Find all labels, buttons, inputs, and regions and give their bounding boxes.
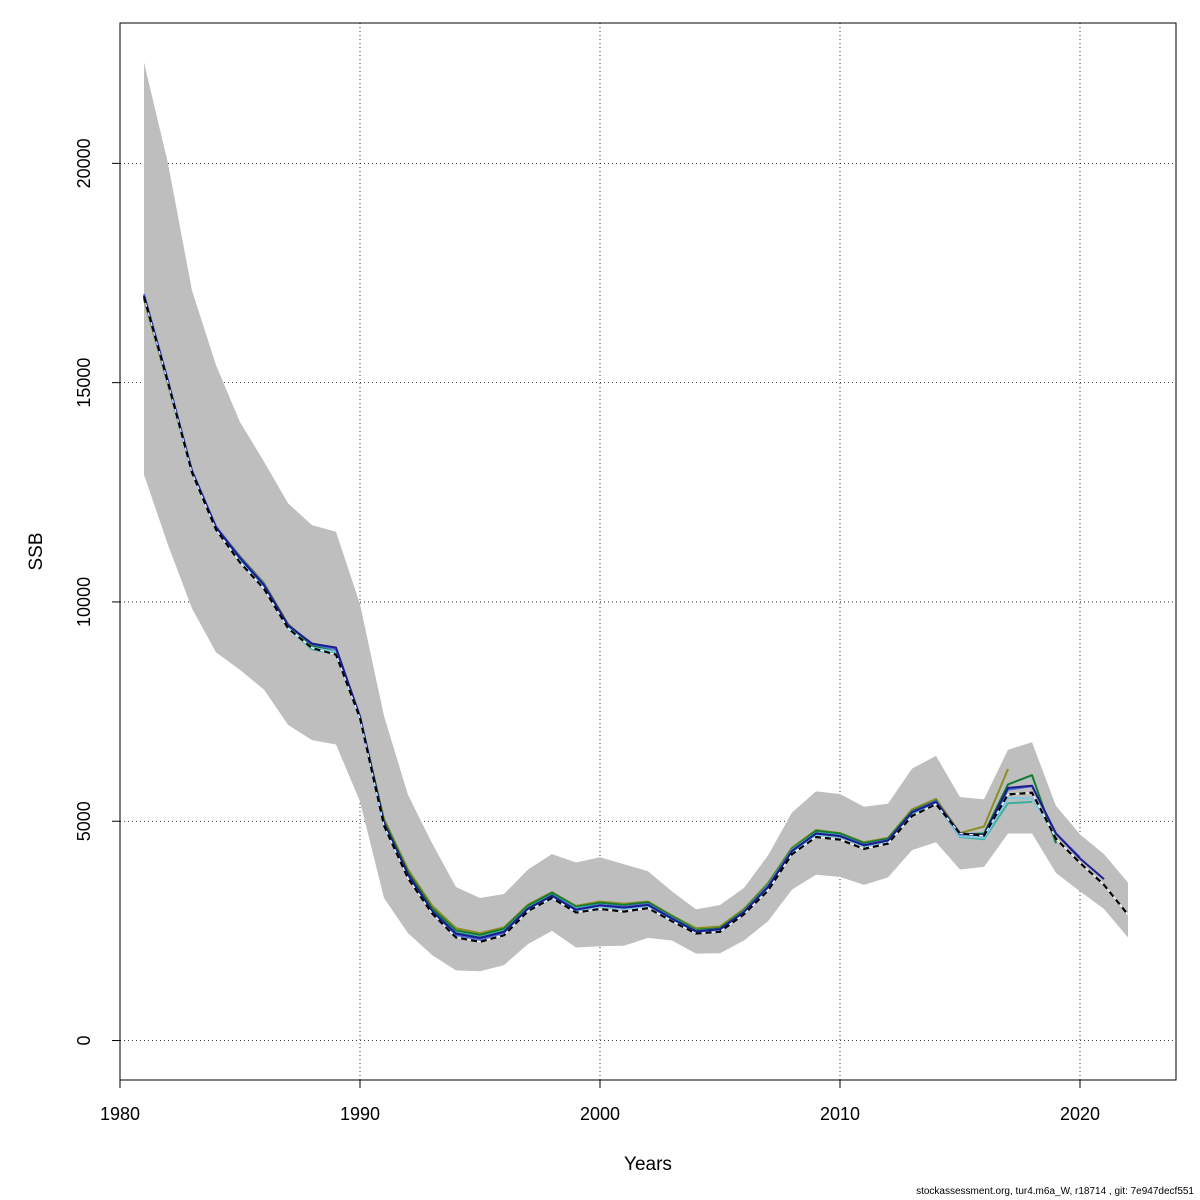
- x-tick-label: 2020: [1060, 1104, 1100, 1124]
- x-tick-label: 2000: [580, 1104, 620, 1124]
- x-tick-label: 2010: [820, 1104, 860, 1124]
- grid-lines: [119, 23, 1176, 1080]
- y-tick-label: 10000: [74, 577, 94, 627]
- y-tick-label: 20000: [74, 138, 94, 188]
- y-tick-label: 15000: [74, 358, 94, 408]
- x-tick-label: 1990: [340, 1104, 380, 1124]
- y-tick-label: 5000: [74, 801, 94, 841]
- x-tick-label: 1980: [100, 1104, 140, 1124]
- x-axis-title: Years: [624, 1154, 672, 1175]
- y-axis-title: SSB: [26, 532, 47, 570]
- estimate-line-dashed: [143, 296, 1129, 943]
- footer-credit: stockassessment.org, tur4.m6a_W, r18714 …: [916, 1186, 1194, 1197]
- axes: 1980 1990 2000 2010 2020 0 5000 10000 15000 20000: [74, 138, 1100, 1124]
- confidence-band-layer: [144, 62, 1128, 972]
- confidence-band: [144, 62, 1128, 972]
- series-lines: [143, 293, 1129, 943]
- y-tick-label: 0: [74, 1036, 94, 1046]
